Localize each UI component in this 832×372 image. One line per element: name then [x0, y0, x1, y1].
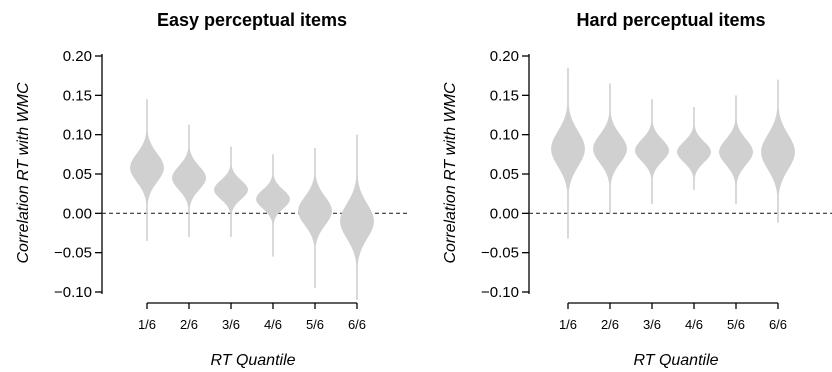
violin-2-of-6 [172, 124, 206, 237]
violin-5-of-6 [719, 95, 753, 204]
x-tick-label: 3/6 [643, 317, 661, 332]
y-tick-label: 0.00 [63, 205, 92, 222]
chart-title: Easy perceptual items [157, 10, 347, 30]
y-tick-label: 0.15 [63, 87, 92, 104]
y-tick-label: 0.10 [490, 127, 519, 144]
x-tick-label: 5/6 [306, 317, 324, 332]
chart-title: Hard perceptual items [576, 10, 765, 30]
x-tick-label: 2/6 [601, 317, 619, 332]
violin-3-of-6 [635, 99, 669, 204]
y-axis-title: Correlation RT with WMC [442, 82, 459, 264]
x-tick-label: 6/6 [348, 317, 366, 332]
x-axis: 1/6 2/6 3/6 4/6 5/6 6/6 [138, 302, 366, 332]
violin-6-of-6 [761, 79, 795, 223]
y-tick-label: 0.20 [63, 48, 92, 65]
x-tick-label: 6/6 [769, 317, 787, 332]
x-axis: 1/6 2/6 3/6 4/6 5/6 6/6 [559, 302, 787, 332]
violin-6-of-6 [340, 134, 374, 300]
violin-4-of-6 [677, 107, 711, 190]
panel-easy: Easy perceptual items Correlation RT wit… [15, 10, 410, 369]
x-tick-label: 3/6 [222, 317, 240, 332]
y-tick-label: −0.10 [54, 284, 92, 301]
y-tick-label: 0.20 [490, 48, 519, 65]
x-tick-label: 5/6 [727, 317, 745, 332]
y-tick-label: −0.05 [481, 245, 519, 262]
y-axis-title: Correlation RT with WMC [15, 82, 32, 264]
y-tick-label: 0.10 [63, 127, 92, 144]
panel-hard: Hard perceptual items Correlation RT wit… [442, 10, 832, 369]
violin-5-of-6 [298, 148, 332, 289]
y-axis: 0.20 0.15 0.10 0.05 0.00 −0.05 −0.10 [481, 48, 530, 301]
x-tick-label: 1/6 [138, 317, 156, 332]
x-tick-label: 4/6 [264, 317, 282, 332]
y-tick-label: 0.05 [490, 166, 519, 183]
y-tick-label: 0.15 [490, 87, 519, 104]
violin-3-of-6 [214, 146, 248, 237]
y-tick-label: −0.10 [481, 284, 519, 301]
violin-series [529, 67, 832, 239]
y-axis: 0.20 0.15 0.10 0.05 0.00 −0.05 −0.10 [54, 48, 103, 301]
x-tick-label: 4/6 [685, 317, 703, 332]
y-tick-label: 0.00 [490, 205, 519, 222]
y-tick-label: −0.05 [54, 245, 92, 262]
violin-2-of-6 [593, 83, 627, 214]
y-tick-label: 0.05 [63, 166, 92, 183]
violin-4-of-6 [256, 154, 290, 257]
x-axis-title: RT Quantile [633, 352, 718, 369]
x-tick-label: 2/6 [180, 317, 198, 332]
x-axis-title: RT Quantile [210, 352, 295, 369]
violin-series [102, 99, 410, 300]
x-tick-label: 1/6 [559, 317, 577, 332]
violin-1-of-6 [551, 67, 585, 239]
violin-1-of-6 [130, 99, 164, 241]
